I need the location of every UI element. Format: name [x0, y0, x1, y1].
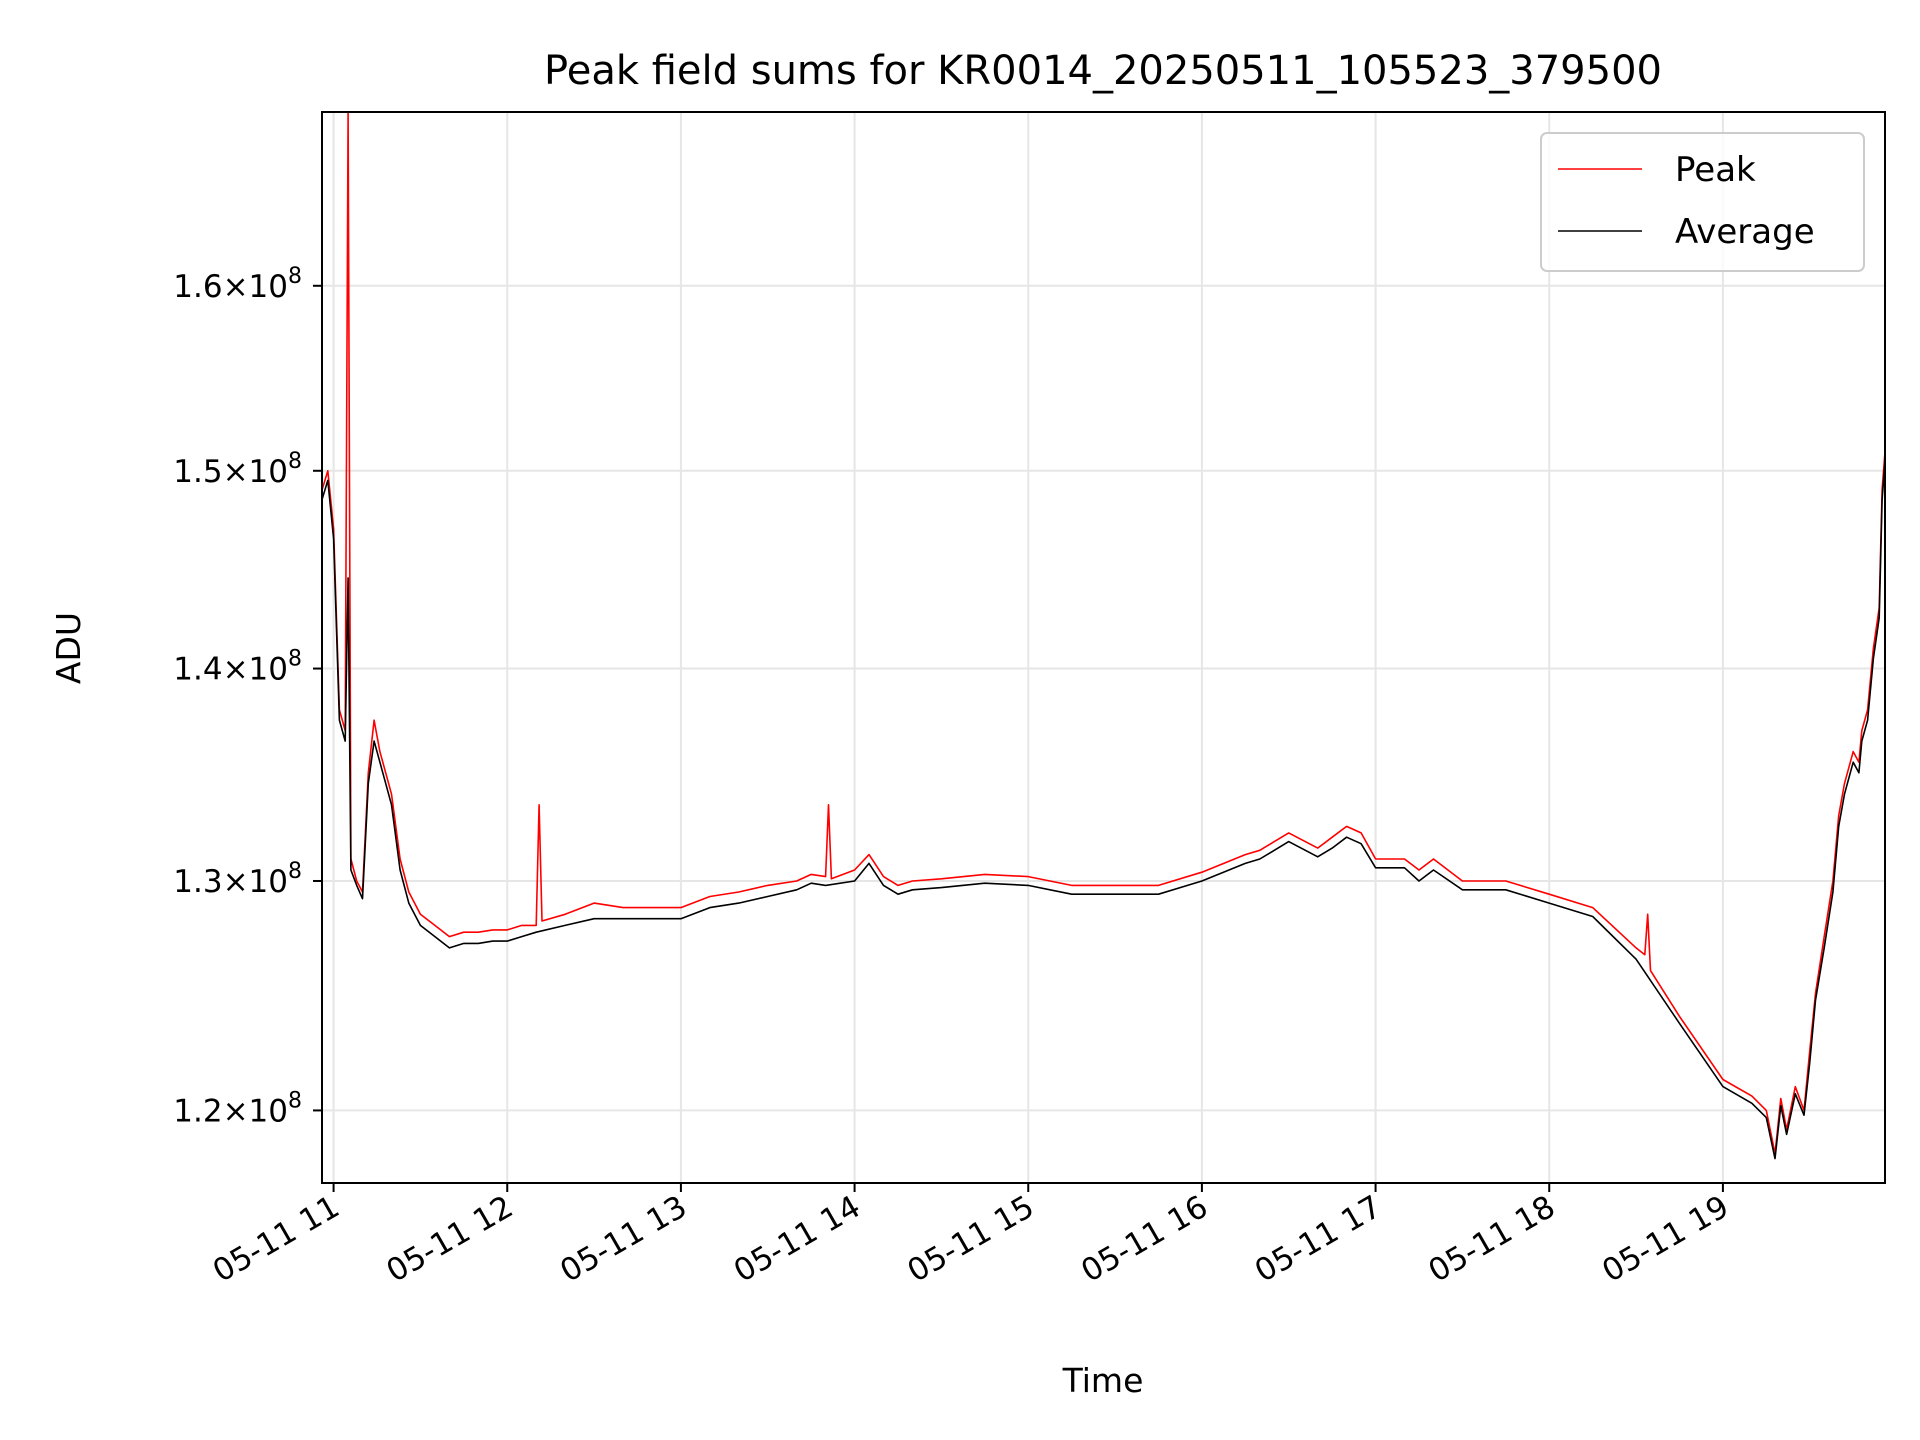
series-line-peak	[322, 112, 1885, 1155]
plot-series	[322, 112, 1885, 1160]
y-tick-label: 1.3×108	[173, 859, 302, 900]
legend-box	[1540, 132, 1865, 272]
y-axis: 1.2×108 1.3×108 1.4×108 1.5×108 1.6×108	[173, 264, 322, 1129]
y-tick-label: 1.4×108	[173, 647, 302, 688]
plot-area-frame	[321, 111, 1886, 1184]
series-line-average	[322, 461, 1885, 1160]
legend-label-peak: Peak	[1675, 150, 1756, 190]
legend-label-average: Average	[1675, 212, 1815, 252]
y-tick-label: 1.2×108	[173, 1088, 302, 1129]
y-tick-label: 1.5×108	[173, 449, 302, 490]
chart-title: Peak field sums for KR0014_20250511_1055…	[544, 48, 1662, 94]
legend: Peak Average	[1540, 132, 1865, 272]
y-tick-label: 1.6×108	[173, 264, 302, 305]
grid	[322, 112, 1885, 1183]
y-axis-label: ADU	[49, 612, 88, 684]
x-axis-label: Time	[1062, 1361, 1144, 1400]
